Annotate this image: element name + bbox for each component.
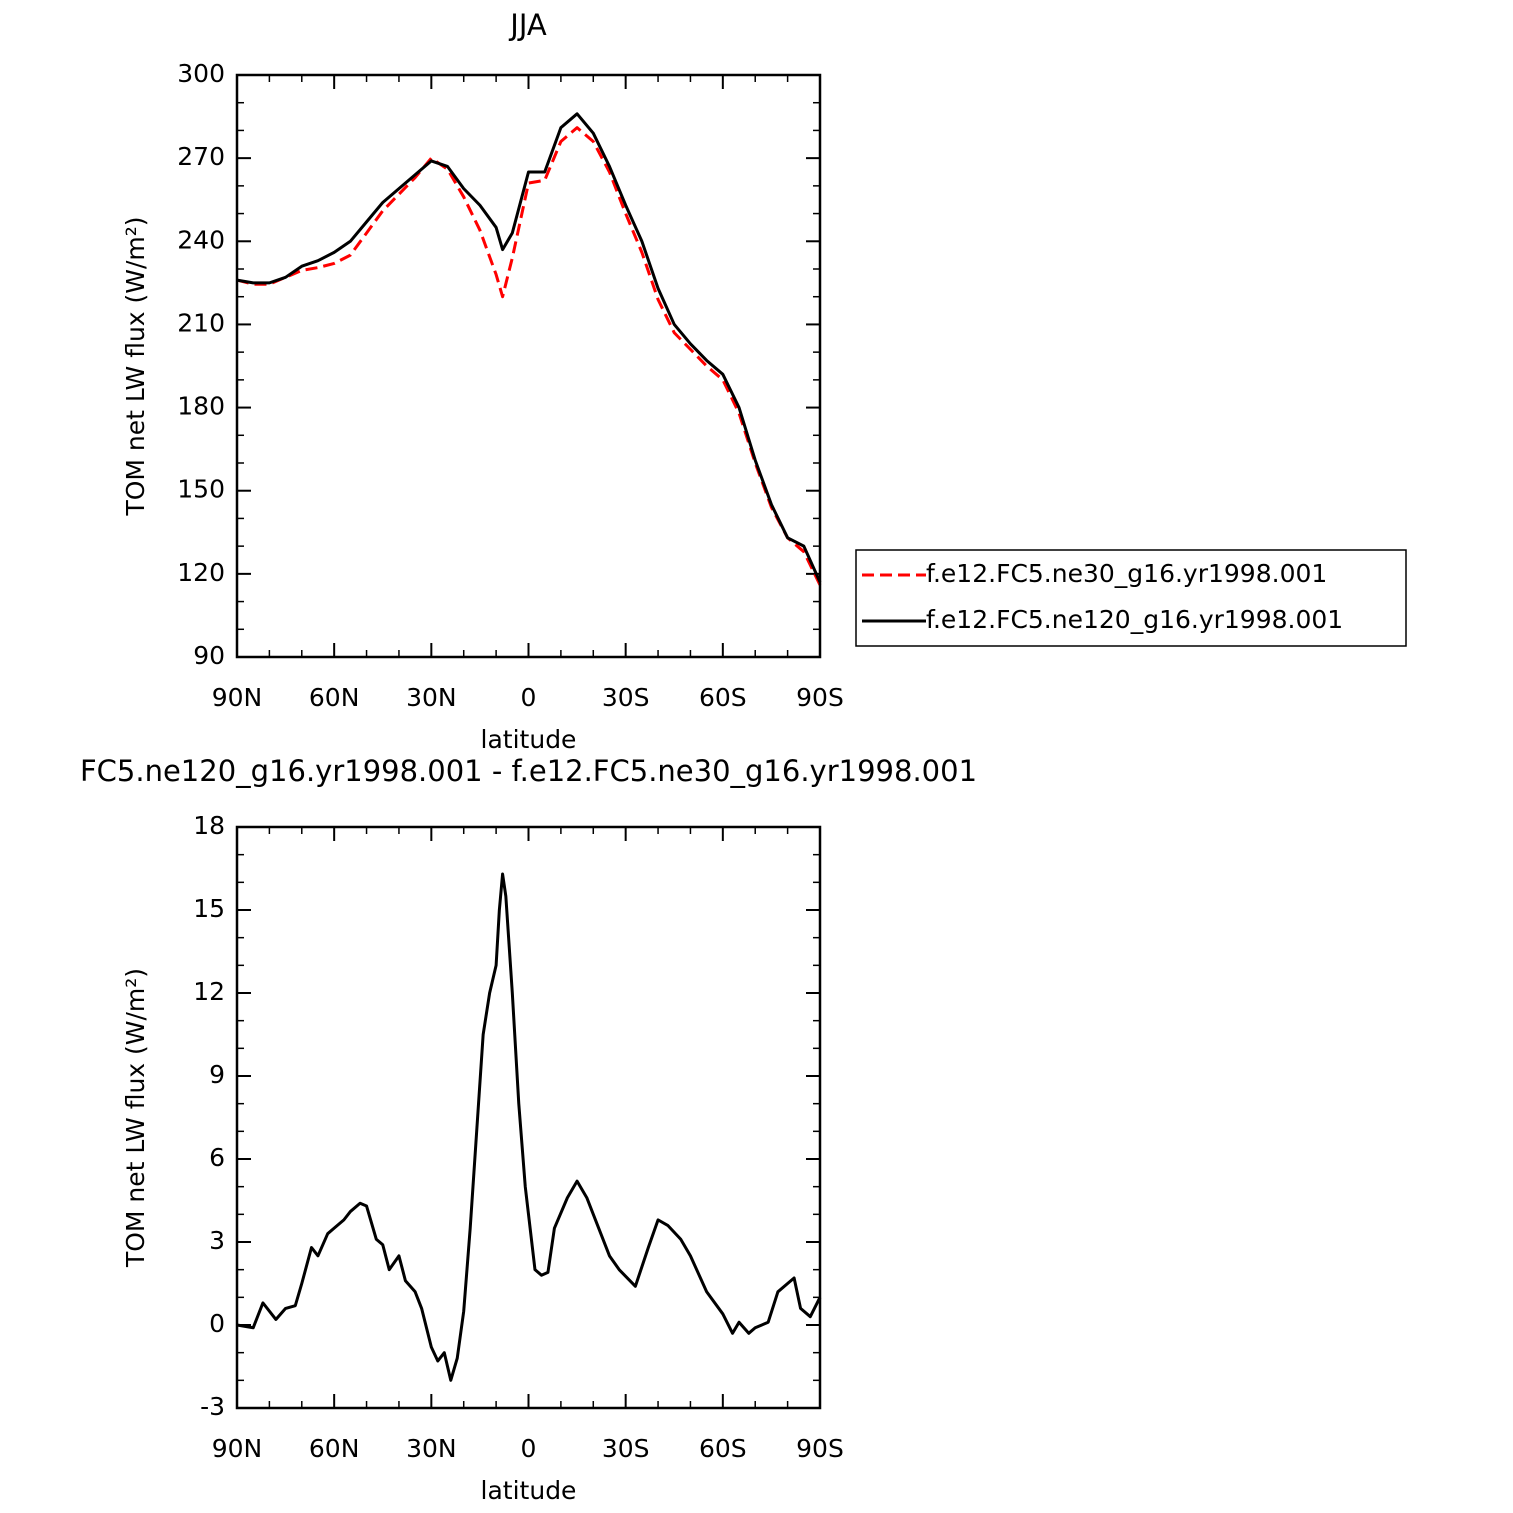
- y-tick-label: 120: [177, 558, 225, 587]
- x-tick-label: 30N: [406, 683, 457, 712]
- x-tick-label: 30S: [602, 1434, 650, 1463]
- legend-box: [855, 549, 1407, 647]
- x-tick-label: 60S: [699, 683, 747, 712]
- x-tick-label: 60N: [309, 683, 360, 712]
- chart-title: FC5.ne120_g16.yr1998.001 - f.e12.FC5.ne3…: [80, 754, 977, 788]
- y-tick-label: 180: [177, 392, 225, 421]
- legend: f.e12.FC5.ne30_g16.yr1998.001 f.e12.FC5.n…: [855, 549, 1407, 647]
- y-tick-label: 0: [209, 1309, 225, 1338]
- data-line: [236, 872, 822, 1382]
- y-tick-label: 9: [209, 1060, 225, 1089]
- y-tick-label: 3: [209, 1226, 225, 1255]
- x-tick-label: 90S: [796, 1434, 844, 1463]
- plot-frame: [235, 73, 822, 659]
- x-tick-label: 30N: [406, 1434, 457, 1463]
- x-tick-label: 90N: [212, 1434, 263, 1463]
- y-tick-label: 210: [177, 308, 225, 337]
- y-tick-label: 150: [177, 475, 225, 504]
- y-axis-label: TOM net LW flux (W/m²): [121, 968, 150, 1268]
- x-axis-label: latitude: [481, 1476, 577, 1505]
- legend-label: f.e12.FC5.ne120_g16.yr1998.001: [926, 605, 1343, 634]
- x-tick-label: 0: [521, 683, 537, 712]
- x-tick-label: 60S: [699, 1434, 747, 1463]
- x-tick-label: 0: [521, 1434, 537, 1463]
- y-tick-label: 240: [177, 225, 225, 254]
- y-tick-label: 90: [193, 641, 225, 670]
- legend-label: f.e12.FC5.ne30_g16.yr1998.001: [926, 559, 1327, 588]
- y-tick-label: -3: [200, 1392, 225, 1421]
- x-tick-label: 90S: [796, 683, 844, 712]
- chart-title: JJA: [508, 8, 547, 42]
- data-line: [236, 112, 822, 583]
- data-line: [236, 126, 822, 586]
- y-tick-label: 15: [193, 894, 225, 923]
- y-axis-label: TOM net LW flux (W/m²): [121, 216, 150, 516]
- x-tick-label: 30S: [602, 683, 650, 712]
- y-tick-label: 270: [177, 142, 225, 171]
- x-tick-label: 90N: [212, 683, 263, 712]
- y-tick-label: 18: [193, 811, 225, 840]
- plot-frame: [235, 825, 822, 1410]
- y-tick-label: 6: [209, 1143, 225, 1172]
- x-tick-label: 60N: [309, 1434, 360, 1463]
- y-tick-label: 300: [177, 59, 225, 88]
- x-axis-label: latitude: [481, 725, 577, 754]
- y-tick-label: 12: [193, 977, 225, 1006]
